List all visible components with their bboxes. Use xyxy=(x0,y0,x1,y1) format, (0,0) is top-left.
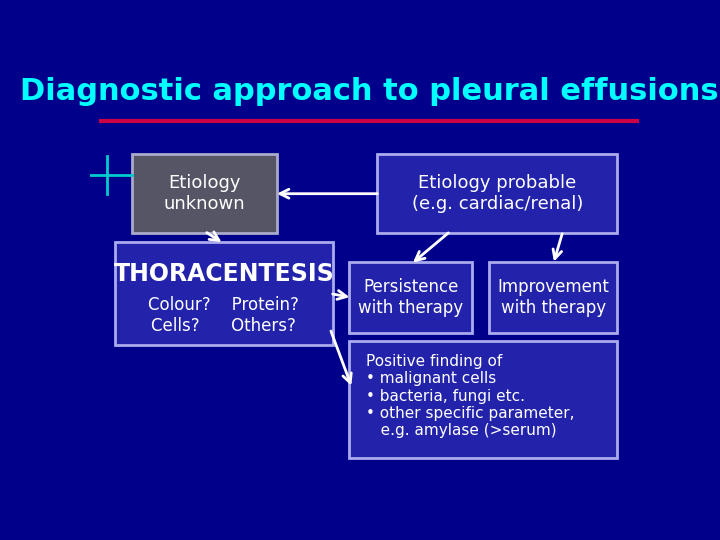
FancyBboxPatch shape xyxy=(132,154,277,233)
Text: Etiology probable
(e.g. cardiac/renal): Etiology probable (e.g. cardiac/renal) xyxy=(412,174,583,213)
FancyBboxPatch shape xyxy=(115,241,333,346)
Text: Persistence
with therapy: Persistence with therapy xyxy=(359,278,464,317)
Text: Diagnostic approach to pleural effusions: Diagnostic approach to pleural effusions xyxy=(19,77,719,106)
FancyBboxPatch shape xyxy=(489,262,617,333)
FancyBboxPatch shape xyxy=(349,262,472,333)
Text: Improvement
with therapy: Improvement with therapy xyxy=(498,278,609,317)
Text: Colour?    Protein?
Cells?      Others?: Colour? Protein? Cells? Others? xyxy=(148,296,300,335)
Text: Etiology
unknown: Etiology unknown xyxy=(163,174,246,213)
FancyBboxPatch shape xyxy=(377,154,617,233)
Text: THORACENTESIS: THORACENTESIS xyxy=(114,261,334,286)
FancyBboxPatch shape xyxy=(349,341,617,458)
Text: Positive finding of
• malignant cells
• bacteria, fungi etc.
• other specific pa: Positive finding of • malignant cells • … xyxy=(366,354,575,438)
